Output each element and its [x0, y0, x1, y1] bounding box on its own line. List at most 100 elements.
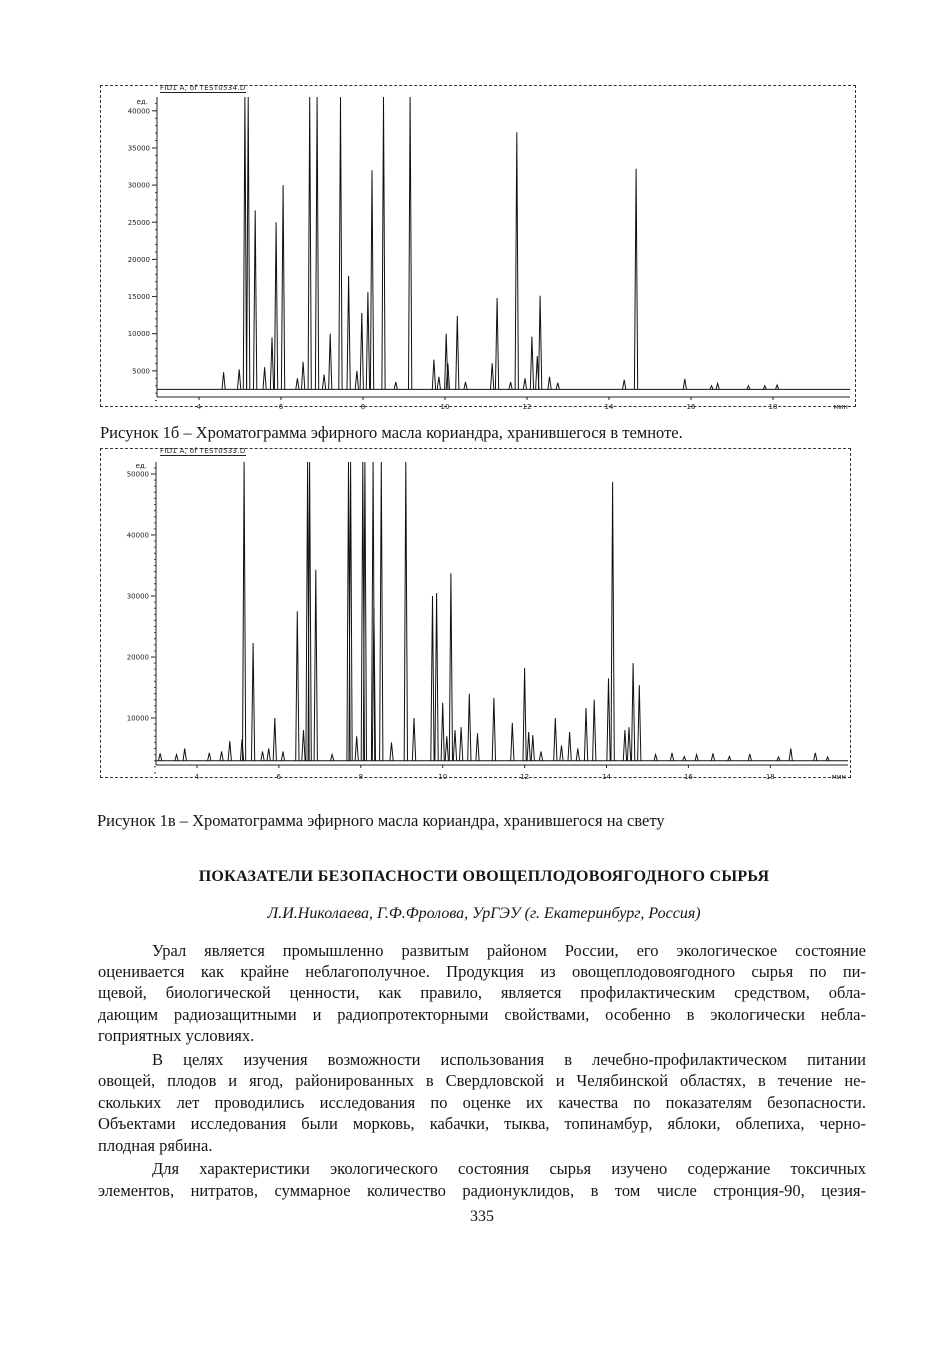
peak [260, 751, 265, 761]
peak [411, 717, 417, 761]
peak [354, 736, 359, 761]
x-tick-label: 12 [520, 773, 529, 781]
peak [269, 337, 275, 390]
peak [262, 367, 267, 390]
peak [459, 727, 464, 761]
figure-2-caption: Рисунок 1в – Хроматограмма эфирного масл… [97, 811, 665, 830]
peak [314, 96, 320, 390]
x-tick-label: 6 [277, 773, 282, 781]
figure-1-frame [100, 85, 856, 407]
peak [567, 731, 572, 761]
paragraph-line: дающим радиозащитными и радиопротекторны… [98, 1005, 866, 1024]
peak [746, 384, 751, 390]
peak [445, 363, 450, 390]
peak [709, 384, 714, 390]
peak [158, 753, 163, 761]
peak [280, 185, 286, 390]
paragraph-line: щевой, биологической ценности, как прави… [98, 983, 866, 1002]
peak [813, 752, 818, 761]
peak [251, 642, 256, 761]
peak [610, 481, 615, 761]
y-tick-label: 25000 [128, 219, 150, 227]
peak [365, 292, 371, 390]
y-unit-label: ед. [136, 462, 147, 470]
y-tick-label: 20000 [127, 654, 149, 662]
paragraph-line: оценивается как крайне неблагополучное. … [98, 962, 866, 981]
peak [359, 312, 364, 390]
peak [775, 383, 780, 390]
y-tick-label: 35000 [128, 144, 150, 152]
peak [301, 730, 306, 761]
peak [393, 381, 398, 390]
peak [633, 168, 639, 390]
peak [508, 381, 513, 390]
peak [174, 752, 179, 761]
paragraph-line: овощей, плодов и ягод, районированных в … [98, 1071, 866, 1090]
peak [592, 699, 597, 761]
peak [242, 461, 247, 761]
article-heading: ПОКАЗАТЕЛИ БЕЗОПАСНОСТИ ОВОЩЕПЛОДОВОЯГОД… [198, 868, 770, 885]
peak [307, 96, 312, 390]
peak [253, 210, 258, 390]
peak [727, 755, 732, 761]
x-tick-label: 14 [605, 403, 614, 411]
x-tick-label: 8 [359, 773, 363, 781]
peak [526, 731, 531, 761]
peak [538, 751, 544, 761]
x-tick-label: 18 [766, 773, 775, 781]
paragraph-line: скольких лет проводились исследования по… [98, 1093, 866, 1112]
y-tick-label: 20000 [128, 256, 150, 264]
peak [431, 359, 437, 390]
peak [669, 752, 675, 761]
peak [307, 461, 312, 761]
peak [237, 369, 242, 390]
peak [313, 569, 318, 761]
peak [475, 733, 480, 761]
peak [538, 295, 543, 390]
x-tick-label: 16 [684, 773, 693, 781]
peak [776, 755, 781, 761]
peak [321, 374, 327, 390]
article-authors: Л.И.Николаева, Г.Ф.Фролова, УрГЭУ (г. Ек… [267, 905, 701, 922]
peak [369, 170, 375, 390]
peak [436, 376, 441, 390]
peak [553, 717, 558, 761]
peak [747, 753, 752, 761]
peak [182, 748, 187, 761]
peak [301, 361, 306, 390]
peak [207, 752, 212, 761]
peak [514, 132, 519, 390]
peak [583, 708, 589, 761]
peak [547, 376, 552, 390]
figure-2-frame [100, 448, 851, 778]
peak [239, 739, 245, 761]
peak [559, 745, 564, 761]
x-unit-label: мин [834, 403, 848, 411]
peak [379, 461, 384, 761]
peak [389, 742, 394, 761]
y-tick-label: 50000 [127, 471, 149, 479]
x-tick-label: 12 [523, 403, 532, 411]
peak [408, 96, 413, 390]
peak [490, 363, 495, 390]
paragraph-line: Объектами исследования были морковь, каб… [98, 1114, 866, 1133]
peak [227, 741, 232, 761]
x-unit-label: мин [832, 773, 846, 781]
peak [444, 736, 449, 761]
peak [622, 379, 627, 390]
y-tick-label: 15000 [128, 293, 150, 301]
y-tick-label: 10000 [127, 715, 149, 723]
peak [346, 275, 351, 390]
y-tick-label: 30000 [127, 593, 149, 601]
y-tick-label: 5000 [132, 367, 150, 375]
peak [467, 693, 472, 761]
figure-1-caption: Рисунок 1б – Хроматограмма эфирного масл… [100, 423, 683, 442]
peak [434, 592, 439, 761]
peak [452, 730, 458, 761]
peak [381, 96, 386, 390]
x-tick-label: 4 [195, 773, 200, 781]
figure-2-header: FID1 A, of TEST0533.D [160, 447, 246, 456]
page-number: 335 [470, 1208, 494, 1225]
peak [653, 752, 658, 761]
peak [631, 663, 636, 761]
